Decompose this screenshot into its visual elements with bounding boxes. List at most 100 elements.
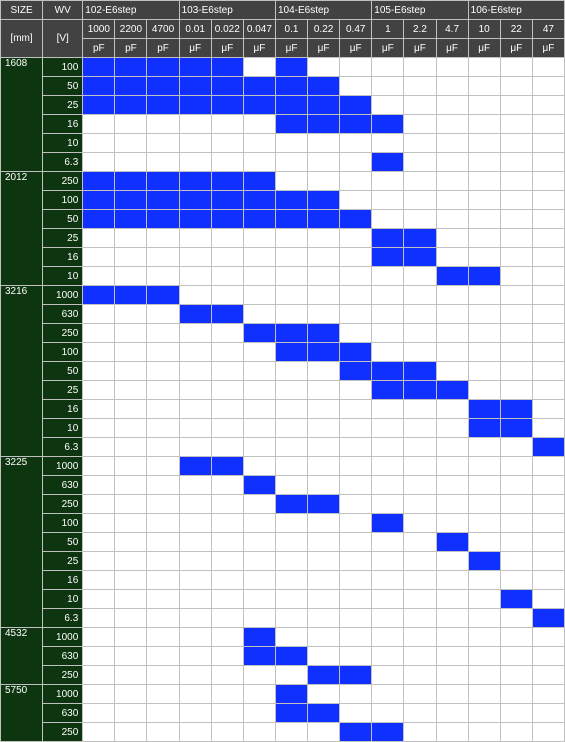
cell-empty (83, 381, 115, 400)
cell-empty (275, 400, 307, 419)
cell-empty (115, 723, 147, 742)
cell-empty (404, 438, 436, 457)
cell-empty (436, 191, 468, 210)
cell-empty (83, 343, 115, 362)
cell-empty (372, 305, 404, 324)
cell-filled (115, 172, 147, 191)
cell-empty (468, 191, 500, 210)
table-row: 630 (1, 476, 565, 495)
cell-empty (308, 134, 340, 153)
cell-empty (147, 723, 179, 742)
cell-empty (147, 590, 179, 609)
cell-empty (340, 400, 372, 419)
wv-label: 1000 (43, 286, 83, 305)
cell-empty (308, 172, 340, 191)
cell-empty (115, 704, 147, 723)
cell-empty (243, 590, 275, 609)
cell-empty (404, 609, 436, 628)
wv-label: 16 (43, 115, 83, 134)
cell-empty (83, 419, 115, 438)
cell-empty (532, 666, 564, 685)
cell-empty (436, 609, 468, 628)
cell-empty (500, 647, 532, 666)
wv-label: 10 (43, 134, 83, 153)
cell-empty (308, 153, 340, 172)
cell-empty (532, 685, 564, 704)
wv-label: 10 (43, 267, 83, 286)
cap-value-header: 10 (468, 20, 500, 39)
cell-empty (243, 666, 275, 685)
cell-empty (500, 495, 532, 514)
cell-filled (436, 267, 468, 286)
cell-filled (275, 210, 307, 229)
cell-empty (243, 457, 275, 476)
cell-empty (532, 514, 564, 533)
cell-empty (115, 362, 147, 381)
cap-value-header: 22 (500, 20, 532, 39)
cell-empty (211, 723, 243, 742)
table-row: 250 (1, 723, 565, 742)
cell-empty (115, 248, 147, 267)
cell-empty (532, 457, 564, 476)
cell-empty (468, 115, 500, 134)
cell-empty (500, 609, 532, 628)
cell-empty (436, 628, 468, 647)
cell-empty (83, 723, 115, 742)
cell-filled (243, 476, 275, 495)
cell-filled (340, 666, 372, 685)
wv-label: 630 (43, 704, 83, 723)
cell-empty (500, 229, 532, 248)
cell-empty (308, 58, 340, 77)
cell-empty (404, 666, 436, 685)
cell-empty (436, 685, 468, 704)
cell-filled (147, 286, 179, 305)
table-row: 100 (1, 514, 565, 533)
cell-empty (83, 438, 115, 457)
cell-empty (436, 571, 468, 590)
cell-empty (372, 647, 404, 666)
cell-filled (243, 628, 275, 647)
cell-empty (179, 153, 211, 172)
size-header-label: SIZE (1, 1, 43, 20)
cell-empty (179, 514, 211, 533)
cell-filled (243, 324, 275, 343)
cell-filled (275, 96, 307, 115)
cell-empty (179, 267, 211, 286)
table-row: 50 (1, 362, 565, 381)
cell-empty (308, 647, 340, 666)
cell-empty (115, 419, 147, 438)
cell-empty (275, 305, 307, 324)
cell-empty (500, 191, 532, 210)
cell-empty (532, 495, 564, 514)
cell-filled (211, 305, 243, 324)
cell-empty (308, 590, 340, 609)
cell-empty (115, 115, 147, 134)
cell-filled (372, 514, 404, 533)
cell-empty (500, 286, 532, 305)
cell-empty (436, 457, 468, 476)
cell-empty (372, 96, 404, 115)
cell-filled (83, 77, 115, 96)
cap-unit-header: pF (83, 39, 115, 58)
cell-filled (340, 96, 372, 115)
cell-filled (179, 210, 211, 229)
cell-empty (275, 666, 307, 685)
cell-empty (436, 58, 468, 77)
cell-empty (500, 324, 532, 343)
cell-empty (532, 704, 564, 723)
cell-empty (436, 704, 468, 723)
cell-empty (147, 229, 179, 248)
cell-empty (115, 381, 147, 400)
cap-unit-header: μF (468, 39, 500, 58)
cell-empty (468, 210, 500, 229)
cell-empty (436, 77, 468, 96)
cell-empty (147, 704, 179, 723)
cap-value-header: 2.2 (404, 20, 436, 39)
cell-empty (436, 286, 468, 305)
cell-empty (243, 286, 275, 305)
cell-empty (340, 457, 372, 476)
cell-empty (500, 153, 532, 172)
cell-empty (404, 267, 436, 286)
cell-empty (532, 172, 564, 191)
cell-filled (468, 267, 500, 286)
